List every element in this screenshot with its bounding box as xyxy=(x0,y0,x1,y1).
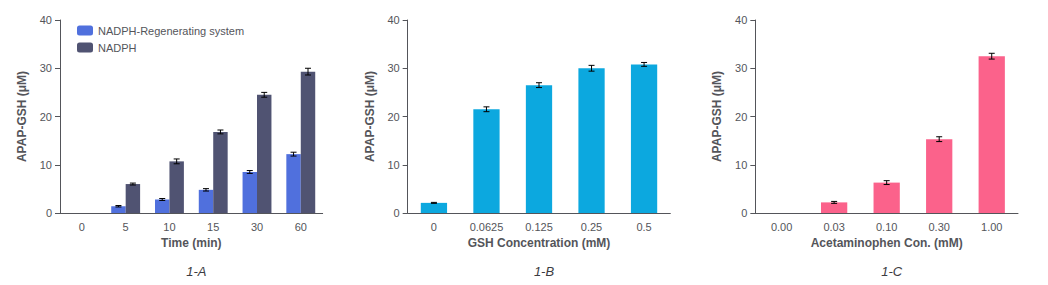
svg-text:GSH Concentration (mM): GSH Concentration (mM) xyxy=(468,236,611,250)
svg-text:0.00: 0.00 xyxy=(771,221,792,233)
svg-text:40: 40 xyxy=(735,14,747,26)
svg-text:20: 20 xyxy=(735,111,747,123)
svg-text:0.5: 0.5 xyxy=(636,221,651,233)
svg-text:60: 60 xyxy=(295,221,307,233)
svg-text:0.125: 0.125 xyxy=(525,221,553,233)
svg-text:0: 0 xyxy=(741,207,747,219)
svg-text:20: 20 xyxy=(40,111,52,123)
svg-text:10: 10 xyxy=(163,221,175,233)
svg-text:0: 0 xyxy=(431,221,437,233)
svg-text:0: 0 xyxy=(46,207,52,219)
svg-text:5: 5 xyxy=(123,221,129,233)
svg-text:0.30: 0.30 xyxy=(928,221,949,233)
svg-text:40: 40 xyxy=(40,14,52,26)
svg-text:NADPH: NADPH xyxy=(98,42,137,54)
svg-text:1-B: 1-B xyxy=(534,264,555,279)
svg-text:10: 10 xyxy=(735,159,747,171)
svg-text:APAP-GSH (μM): APAP-GSH (μM) xyxy=(363,71,377,162)
svg-text:20: 20 xyxy=(387,111,399,123)
svg-text:10: 10 xyxy=(387,159,399,171)
svg-text:30: 30 xyxy=(40,62,52,74)
svg-text:0: 0 xyxy=(394,207,400,219)
svg-text:1-C: 1-C xyxy=(881,264,903,279)
svg-text:APAP-GSH (μM): APAP-GSH (μM) xyxy=(15,71,29,162)
svg-text:1-A: 1-A xyxy=(186,264,206,279)
svg-text:0: 0 xyxy=(79,221,85,233)
svg-text:0.10: 0.10 xyxy=(876,221,897,233)
svg-text:40: 40 xyxy=(387,14,399,26)
svg-text:30: 30 xyxy=(251,221,263,233)
svg-text:Acetaminophen Con. (mM): Acetaminophen Con. (mM) xyxy=(811,236,963,250)
svg-text:10: 10 xyxy=(40,159,52,171)
svg-text:30: 30 xyxy=(387,62,399,74)
svg-text:0.0625: 0.0625 xyxy=(470,221,504,233)
svg-text:0.25: 0.25 xyxy=(581,221,602,233)
svg-text:Time (min): Time (min) xyxy=(161,236,221,250)
svg-text:30: 30 xyxy=(735,62,747,74)
svg-text:0.03: 0.03 xyxy=(823,221,844,233)
svg-text:15: 15 xyxy=(207,221,219,233)
svg-text:1.00: 1.00 xyxy=(981,221,1002,233)
svg-text:NADPH-Regenerating system: NADPH-Regenerating system xyxy=(98,25,244,37)
svg-text:APAP-GSH (μM): APAP-GSH (μM) xyxy=(710,71,724,162)
